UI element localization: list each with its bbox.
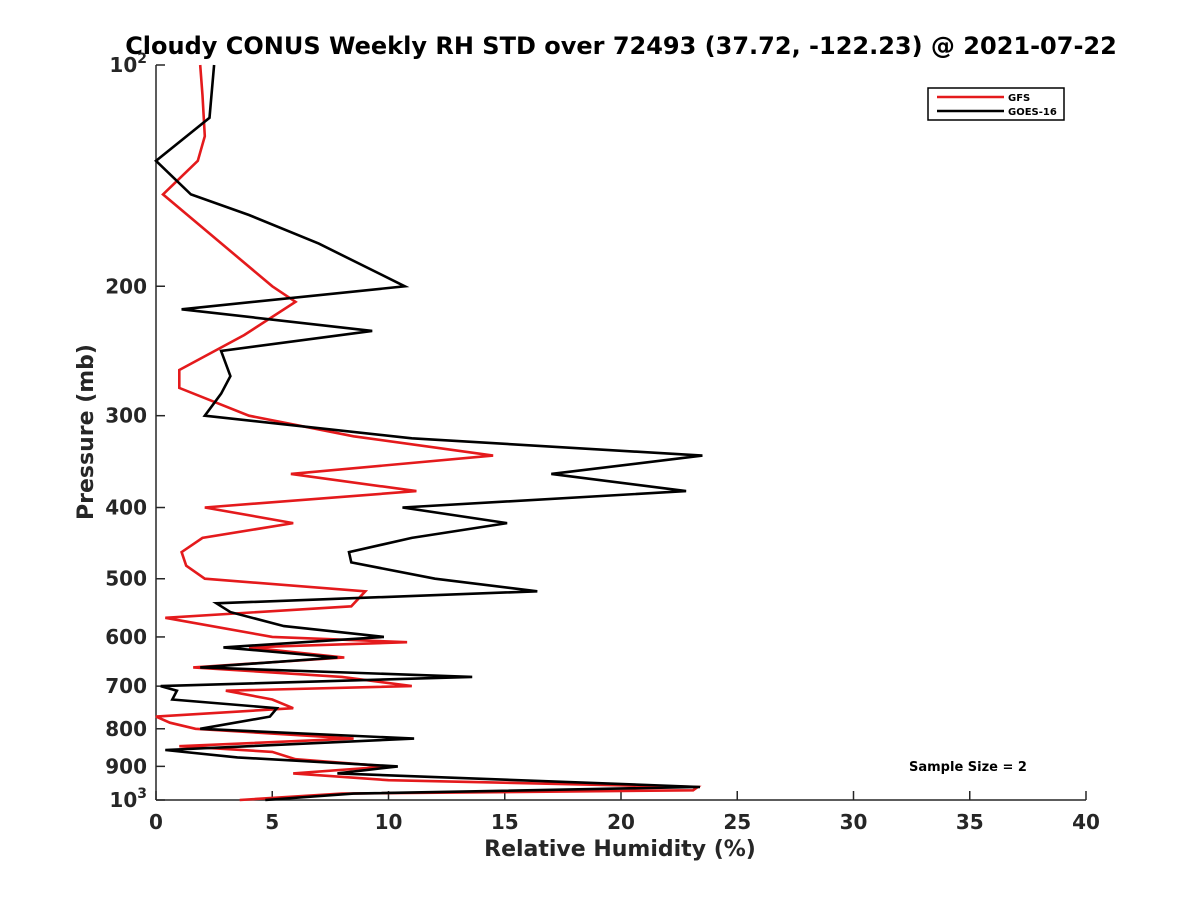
y-tick-label: 102 bbox=[109, 51, 147, 77]
y-tick-label: 800 bbox=[105, 717, 147, 741]
y-tick-label-base: 800 bbox=[105, 717, 147, 741]
x-ticks: 0 5 10 15 20 25 30 35 40 bbox=[149, 791, 1100, 834]
series-line-gfs bbox=[155, 64, 702, 802]
y-tick-label-base: 400 bbox=[105, 496, 147, 520]
y-tick-label-base: 10 bbox=[109, 788, 137, 812]
y-tick-label: 600 bbox=[105, 625, 147, 649]
y-tick-label: 900 bbox=[105, 754, 147, 778]
y-tick-label: 103 bbox=[109, 786, 147, 812]
legend-box bbox=[927, 87, 1065, 121]
series-layer bbox=[154, 64, 703, 802]
y-tick-label: 700 bbox=[105, 674, 147, 698]
y-tick-label: 400 bbox=[105, 496, 147, 520]
legend-label-gfs: GFS bbox=[1008, 93, 1030, 104]
legend-label-goes-16: GOES-16 bbox=[1008, 107, 1057, 118]
sample-size-annotation: Sample Size = 2 bbox=[909, 760, 1027, 775]
y-tick-label-base: 200 bbox=[105, 274, 147, 298]
y-tick-label: 200 bbox=[105, 274, 147, 298]
y-tick-label-base: 900 bbox=[105, 754, 147, 778]
x-tick-label: 35 bbox=[956, 810, 984, 834]
x-tick-label: 5 bbox=[265, 810, 279, 834]
y-axis-label: Pressure (mb) bbox=[74, 344, 99, 520]
y-tick-label-base: 500 bbox=[105, 567, 147, 591]
legend: GFS GOES-16 bbox=[927, 87, 1065, 121]
x-tick-label: 10 bbox=[375, 810, 403, 834]
y-tick-label-exponent: 2 bbox=[137, 51, 147, 67]
chart-title: Cloudy CONUS Weekly RH STD over 72493 (3… bbox=[125, 32, 1117, 60]
y-tick-label-base: 700 bbox=[105, 674, 147, 698]
x-tick-label: 25 bbox=[723, 810, 751, 834]
x-tick-label: 0 bbox=[149, 810, 163, 834]
y-tick-label-exponent: 3 bbox=[137, 786, 147, 802]
x-tick-label: 30 bbox=[840, 810, 868, 834]
y-tick-label: 300 bbox=[105, 404, 147, 428]
y-tick-label-base: 300 bbox=[105, 404, 147, 428]
x-tick-label: 20 bbox=[607, 810, 635, 834]
x-tick-label: 40 bbox=[1072, 810, 1100, 834]
y-tick-label-base: 600 bbox=[105, 625, 147, 649]
series-line-goes-16 bbox=[154, 64, 703, 802]
y-tick-label-base: 10 bbox=[109, 53, 137, 77]
y-tick-label: 500 bbox=[105, 567, 147, 591]
x-axis-label: Relative Humidity (%) bbox=[484, 837, 756, 862]
x-tick-label: 15 bbox=[491, 810, 519, 834]
